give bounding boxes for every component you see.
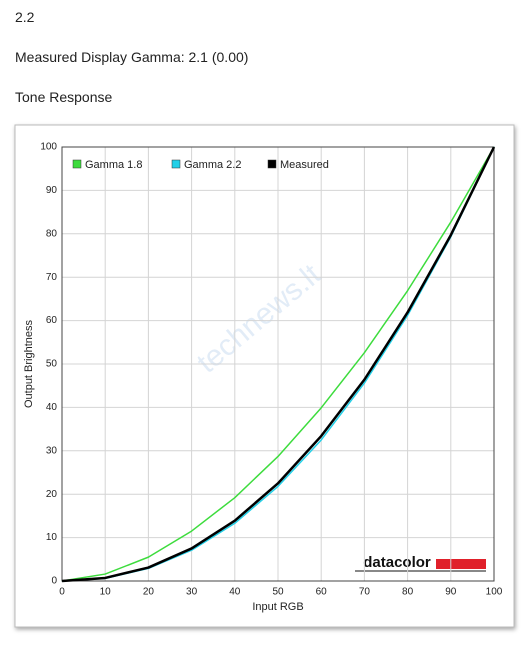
series-line xyxy=(61,146,496,583)
x-tick-label: 50 xyxy=(272,587,284,598)
x-tick-label: 60 xyxy=(316,587,328,598)
y-tick-label: 100 xyxy=(40,142,57,153)
legend-label: Measured xyxy=(280,159,329,171)
y-tick-label: 80 xyxy=(46,228,58,239)
y-tick-label: 40 xyxy=(46,402,58,413)
chart-frame xyxy=(14,124,515,628)
x-tick-label: 0 xyxy=(59,587,65,598)
x-tick-label: 80 xyxy=(402,587,414,598)
y-tick-label: 20 xyxy=(46,489,58,500)
legend-label: Gamma 2.2 xyxy=(184,159,241,171)
y-tick-label: 30 xyxy=(46,445,58,456)
x-tick-label: 10 xyxy=(100,587,112,598)
x-tick-label: 70 xyxy=(359,587,371,598)
x-tick-label: 40 xyxy=(229,587,241,598)
x-tick-label: 100 xyxy=(486,587,503,598)
plot-border xyxy=(61,146,495,582)
y-axis-label: Output Brightness xyxy=(23,319,35,408)
legend-label: Gamma 1.8 xyxy=(85,159,142,171)
legend-swatch xyxy=(72,159,82,169)
y-tick-label: 60 xyxy=(46,315,58,326)
y-tick-label: 0 xyxy=(51,576,57,587)
x-axis-label: Input RGB xyxy=(252,601,303,613)
x-tick-label: 90 xyxy=(445,587,457,598)
legend-swatch xyxy=(171,159,181,169)
y-tick-label: 50 xyxy=(46,359,58,370)
section-title: Tone Response xyxy=(15,89,113,105)
logo-text: datacolor xyxy=(363,554,431,571)
x-tick-label: 20 xyxy=(143,587,155,598)
y-tick-label: 10 xyxy=(46,532,58,543)
series-line xyxy=(61,146,495,582)
y-tick-label: 90 xyxy=(46,185,58,196)
x-tick-label: 30 xyxy=(186,587,198,598)
title: 2.2 xyxy=(15,9,35,25)
legend-swatch xyxy=(267,159,277,169)
y-tick-label: 70 xyxy=(46,272,58,283)
logo-bar xyxy=(436,559,486,569)
gamma-summary: Measured Display Gamma: 2.1 (0.00) xyxy=(15,49,249,65)
